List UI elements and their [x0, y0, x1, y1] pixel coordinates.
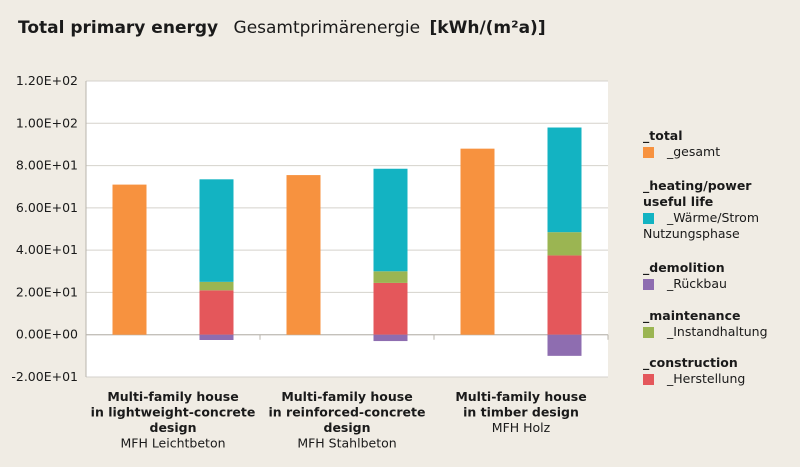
- legend-label: _construction _Herstellung: [643, 355, 746, 387]
- legend-swatch: [643, 327, 654, 338]
- group-label-german: MFH Leichtbeton: [120, 436, 225, 451]
- title-german: Gesamtprimärenergie: [233, 18, 421, 38]
- legend-label-german: _Instandhaltung: [667, 324, 768, 339]
- legend-label-german: _gesamt: [667, 144, 721, 159]
- y-tick-label: 8.00E+01: [16, 158, 78, 173]
- bar-heating-power: [547, 127, 582, 233]
- group-label-german: MFH Stahlbeton: [297, 436, 396, 451]
- plot-area: [86, 81, 608, 377]
- bar-heating-power: [199, 179, 234, 282]
- bar-construction: [199, 290, 234, 335]
- legend-label-english: _heating/power useful life: [643, 178, 752, 209]
- legend-label-english: _maintenance: [643, 308, 741, 323]
- y-tick-label: 1.00E+02: [16, 115, 78, 130]
- chart-title: Total primary energy Gesamtprimärenergie…: [18, 18, 546, 38]
- legend-label: _heating/power useful life _Wärme/Strom Nut…: [643, 178, 759, 242]
- y-tick-label: 0.00E+00: [16, 327, 78, 342]
- bar-construction: [373, 282, 408, 335]
- bar-heating-power: [373, 168, 408, 272]
- legend-label-german: _Rückbau: [667, 276, 727, 291]
- bar-construction: [547, 255, 582, 335]
- group-label-english: Multi-family house: [455, 389, 586, 404]
- y-tick-label: -2.00E+01: [11, 369, 78, 384]
- legend-swatch: [643, 374, 654, 385]
- group-label-english: Multi-family house: [107, 389, 238, 404]
- bar-maintenance: [547, 232, 582, 256]
- legend-label-english: _construction: [643, 355, 738, 370]
- bar-demolition: [373, 334, 408, 342]
- group-label-english: in timber design: [463, 405, 579, 420]
- group-label-english: in reinforced-concrete: [269, 405, 426, 420]
- group-label-english: design: [324, 420, 371, 435]
- legend-swatch: [643, 213, 654, 224]
- y-tick-label: 6.00E+01: [16, 200, 78, 215]
- group-label-english: design: [150, 420, 197, 435]
- bar-maintenance: [199, 281, 234, 291]
- y-tick-label: 4.00E+01: [16, 242, 78, 257]
- legend-label-english: _demolition: [643, 260, 725, 275]
- y-tick-label: 2.00E+01: [16, 284, 78, 299]
- legend-label-english: _total: [643, 128, 683, 143]
- group-label-english: in lightweight-concrete: [91, 405, 256, 420]
- bar-total: [286, 175, 321, 335]
- title-english: Total primary energy: [18, 18, 219, 38]
- bar-total: [112, 184, 147, 335]
- legend-label: _maintenance _Instandhaltung: [643, 308, 768, 340]
- group-label-german: MFH Holz: [492, 420, 551, 435]
- legend-label: _total _gesamt: [643, 128, 721, 160]
- bar-maintenance: [373, 271, 408, 283]
- bar-demolition: [547, 334, 582, 356]
- legend-label-german: _Wärme/Strom Nutzungsphase: [643, 210, 759, 241]
- legend-swatch: [643, 147, 654, 158]
- legend-label-german: _Herstellung: [667, 371, 746, 386]
- bar-demolition: [199, 334, 234, 340]
- y-tick-label: 1.20E+02: [16, 73, 78, 88]
- group-label-english: Multi-family house: [281, 389, 412, 404]
- title-unit: [kWh/(m²a)]: [429, 18, 546, 38]
- legend-swatch: [643, 279, 654, 290]
- legend-label: _demolition _Rückbau: [643, 260, 727, 292]
- bar-total: [460, 148, 495, 335]
